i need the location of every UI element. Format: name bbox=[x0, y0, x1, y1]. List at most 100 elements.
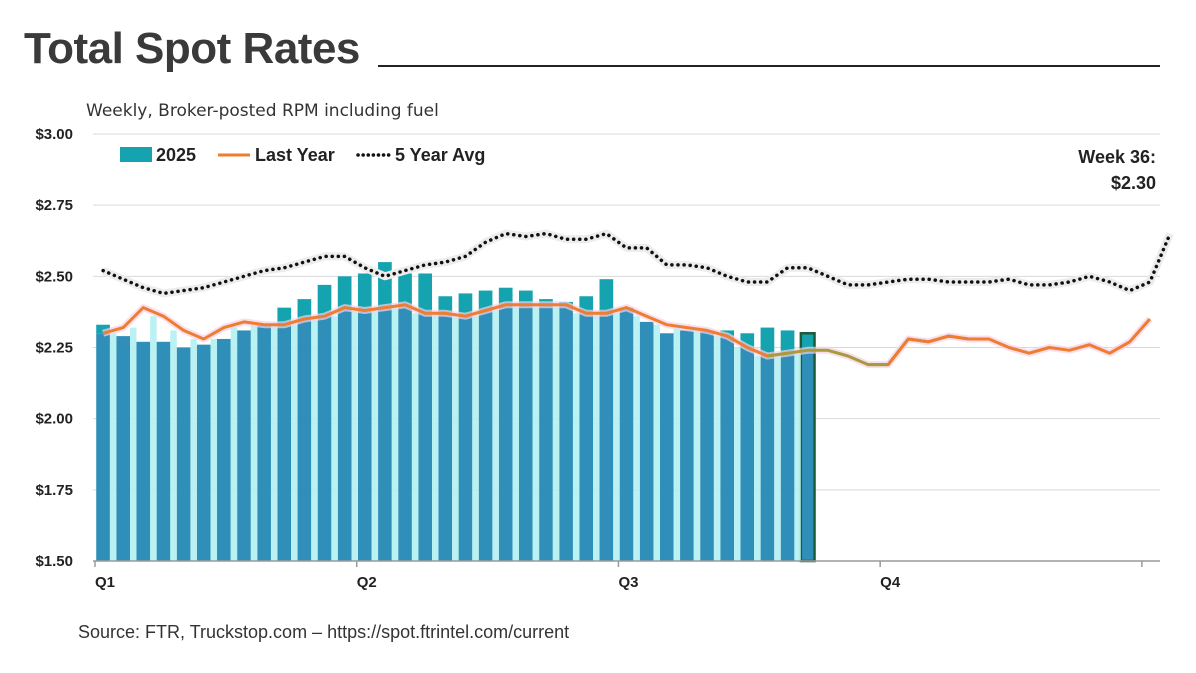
bar-2025 bbox=[760, 327, 775, 357]
bar-gap-fill bbox=[774, 356, 781, 561]
bar-gap-fill bbox=[371, 310, 379, 561]
bar-gap-fill bbox=[270, 324, 278, 561]
bar-2025-overlap bbox=[780, 353, 795, 561]
x-tick-label: Q4 bbox=[880, 574, 901, 591]
bar-gap-fill bbox=[291, 324, 298, 561]
bar-gap-fill bbox=[572, 313, 580, 561]
chart-subtitle: Weekly, Broker-posted RPM including fuel bbox=[86, 101, 439, 121]
bar-2025-overlap bbox=[518, 304, 533, 561]
bar-gap-fill bbox=[190, 338, 197, 561]
bar-gap-fill bbox=[633, 316, 640, 561]
bar-gap-fill bbox=[432, 313, 439, 561]
bar-2025 bbox=[257, 324, 271, 561]
bar-gap-fill bbox=[532, 304, 540, 561]
bar-gap-fill bbox=[734, 347, 741, 561]
bar-gap-fill bbox=[452, 316, 459, 561]
legend: 2025 Last Year 5 Year Avg bbox=[120, 145, 485, 165]
bar-2025-overlap bbox=[740, 347, 755, 561]
bar-gap-fill bbox=[794, 353, 801, 561]
bar-2025-overlap bbox=[378, 307, 392, 561]
annotation-value: $2.30 bbox=[1111, 173, 1156, 193]
bar-2025 bbox=[599, 279, 614, 314]
bar-2025-overlap bbox=[498, 304, 513, 561]
bar-gap-fill bbox=[210, 338, 218, 561]
y-tick-label: $3.00 bbox=[35, 126, 73, 143]
bar-2025 bbox=[780, 330, 795, 354]
y-axis-ticks: $1.50 $1.75 $2.00 $2.25 $2.50 $2.75 $3.00 bbox=[35, 126, 73, 570]
y-tick-label: $2.50 bbox=[35, 268, 73, 285]
bar-gap-fill bbox=[391, 307, 399, 561]
bar-gap-fill bbox=[552, 304, 560, 561]
source-note: Source: FTR, Truckstop.com – https://spo… bbox=[78, 622, 570, 642]
bar-gap-fill bbox=[130, 327, 137, 561]
bar-2025 bbox=[156, 341, 171, 561]
bars-2025 bbox=[96, 262, 816, 563]
legend-label-five-year: 5 Year Avg bbox=[395, 145, 485, 165]
bar-gap-fill bbox=[411, 313, 419, 561]
bar-2025 bbox=[217, 338, 231, 561]
bar-2025 bbox=[700, 330, 714, 561]
bar-gap-fill bbox=[230, 327, 238, 561]
bar-2025-overlap bbox=[458, 316, 473, 561]
bar-2025 bbox=[116, 336, 131, 561]
legend-swatch-bars bbox=[120, 147, 152, 162]
bar-gap-fill bbox=[351, 310, 358, 561]
bar-2025 bbox=[498, 287, 513, 305]
last-year-line bbox=[887, 318, 1152, 366]
last-year-line bbox=[102, 303, 788, 358]
bar-2025-overlap bbox=[559, 304, 573, 561]
bar-2025-overlap bbox=[800, 350, 815, 561]
bar-2025-overlap bbox=[579, 313, 594, 561]
bar-gap-fill bbox=[150, 316, 157, 561]
bar-2025 bbox=[639, 321, 654, 561]
y-tick-label: $2.75 bbox=[35, 197, 73, 214]
page-title: Total Spot Rates bbox=[24, 24, 360, 73]
bar-2025-overlap bbox=[96, 333, 110, 561]
bar-2025 bbox=[619, 307, 634, 561]
line-series bbox=[101, 229, 1174, 369]
bar-gap-fill bbox=[170, 330, 177, 561]
y-tick-label: $2.00 bbox=[35, 411, 73, 428]
bar-2025 bbox=[659, 333, 674, 561]
y-tick-label: $1.50 bbox=[35, 553, 73, 570]
bar-gap-fill bbox=[673, 327, 681, 561]
bar-2025-overlap bbox=[337, 307, 352, 561]
week-annotation: Week 36: $2.30 bbox=[1078, 147, 1156, 193]
x-axis: Q1 Q2 Q3 Q4 bbox=[93, 560, 1160, 591]
bar-2025 bbox=[317, 284, 332, 317]
bar-2025-overlap bbox=[357, 310, 372, 561]
y-tick-label: $1.75 bbox=[35, 482, 73, 499]
bar-2025 bbox=[438, 296, 453, 314]
bar-2025-overlap bbox=[539, 304, 553, 561]
bar-2025-overlap bbox=[438, 313, 453, 561]
bar-2025 bbox=[136, 341, 151, 561]
annotation-week: Week 36: bbox=[1078, 147, 1156, 167]
bar-2025-overlap bbox=[398, 304, 412, 561]
bar-gap-fill bbox=[512, 304, 519, 561]
bar-2025-overlap bbox=[599, 313, 614, 561]
bar-2025-overlap bbox=[720, 336, 735, 561]
bar-gap-fill bbox=[653, 324, 660, 561]
x-tick-label: Q1 bbox=[95, 574, 115, 591]
bar-2025 bbox=[176, 347, 191, 561]
bar-2025 bbox=[337, 276, 352, 308]
bar-gap-fill bbox=[311, 319, 318, 561]
five-year-halo bbox=[101, 229, 1174, 298]
legend-label-last-year: Last Year bbox=[255, 145, 335, 165]
bar-gap-fill bbox=[754, 356, 761, 561]
bar-gap-fill bbox=[331, 316, 338, 561]
five-year-avg-line bbox=[101, 231, 1172, 296]
bar-2025 bbox=[378, 262, 392, 308]
y-tick-label: $2.25 bbox=[35, 340, 73, 357]
bar-gap-fill bbox=[472, 316, 479, 561]
x-tick-label: Q3 bbox=[618, 574, 638, 591]
bar-gap-fill bbox=[613, 313, 620, 561]
bar-2025 bbox=[458, 293, 473, 317]
bar-2025 bbox=[418, 273, 433, 314]
bar-gap-fill bbox=[492, 310, 499, 561]
bar-2025-overlap bbox=[277, 324, 292, 561]
bar-2025 bbox=[196, 344, 211, 561]
bar-gap-fill bbox=[593, 313, 600, 561]
bar-2025 bbox=[478, 290, 493, 311]
